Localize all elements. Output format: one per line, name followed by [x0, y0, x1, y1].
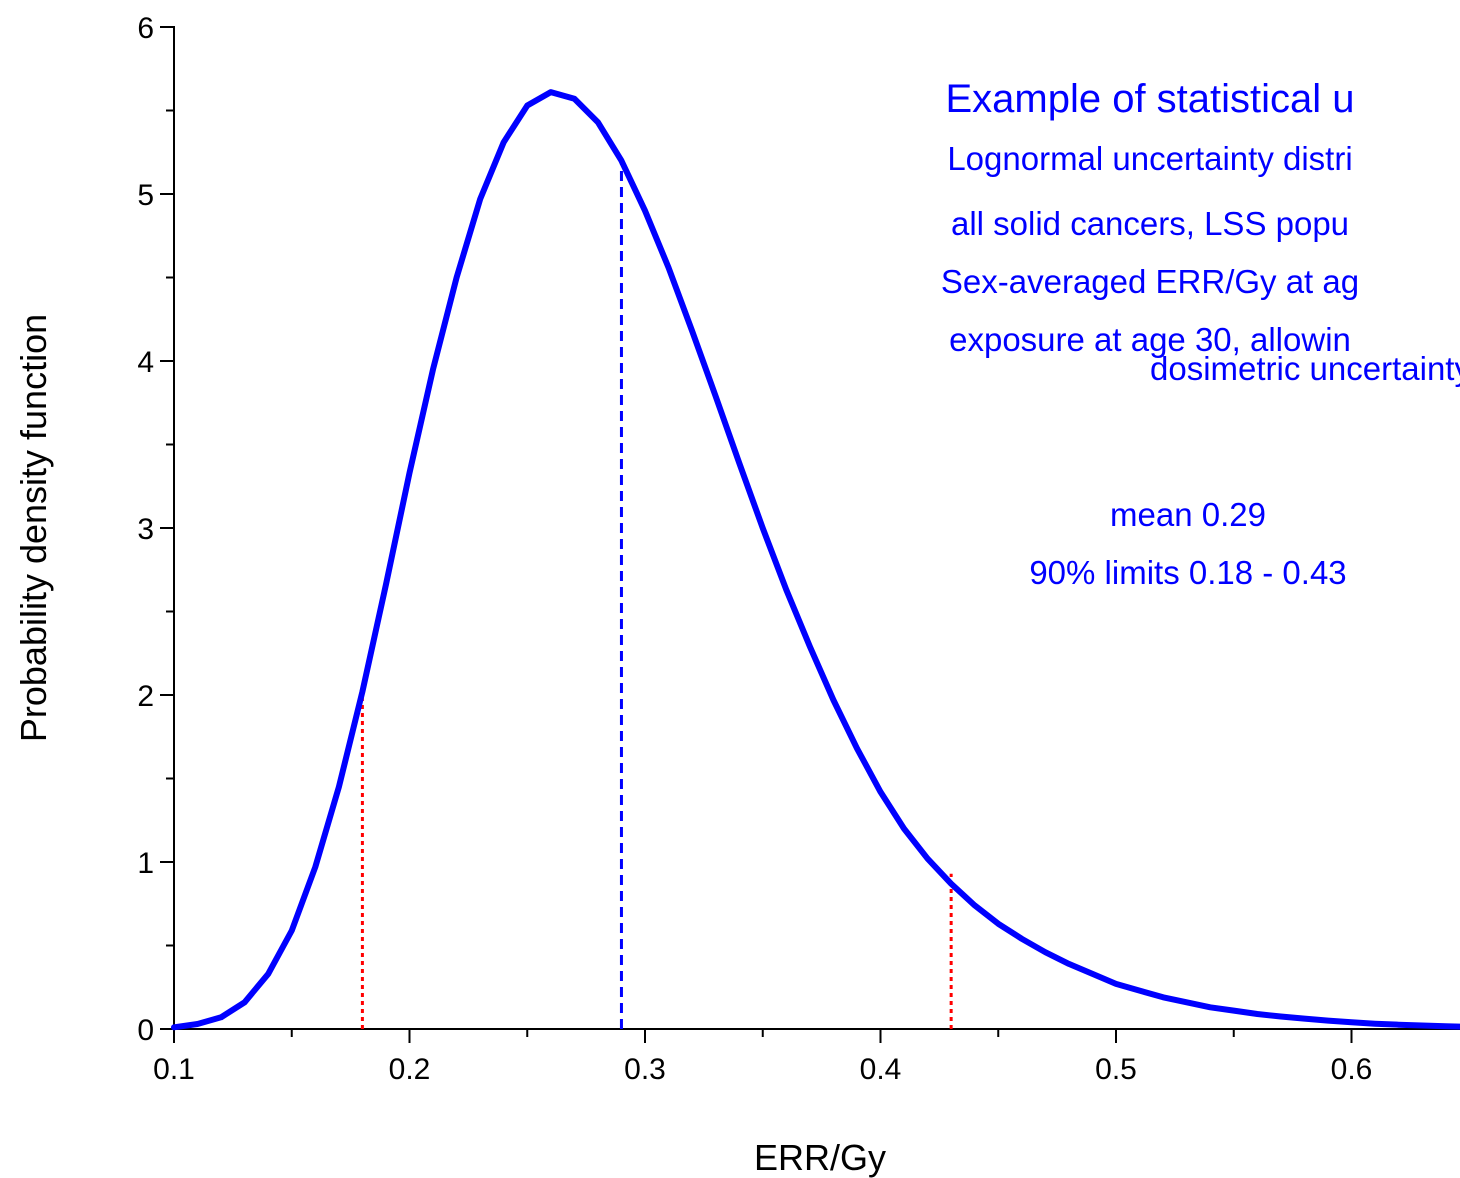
y-tick-label: 0 [137, 1014, 154, 1047]
x-tick-label: 0.4 [860, 1053, 902, 1086]
x-tick-label: 0.2 [389, 1053, 431, 1086]
y-tick-label: 6 [137, 12, 154, 45]
annotation-line: dosimetric uncertainty. [1150, 350, 1460, 387]
y-tick-label: 5 [137, 179, 154, 212]
y-axis-title: Probability density function [13, 314, 54, 742]
y-tick-label: 2 [137, 680, 154, 713]
plot-area: 0.1 0.2 0.3 0.4 0.5 0.6 0 1 2 3 4 5 6 [137, 12, 1460, 1086]
density-curve [171, 89, 1460, 1031]
y-tick-label: 3 [137, 513, 154, 546]
annotation-line: all solid cancers, LSS popu [951, 205, 1349, 242]
annotation-stat-mean: mean 0.29 [1110, 496, 1266, 533]
x-tick-label: 0.6 [1331, 1053, 1373, 1086]
annotation-stat-limits: 90% limits 0.18 - 0.43 [1029, 554, 1346, 591]
annotation-line: exposure at age 30, allowin [949, 321, 1351, 358]
y-tick-label: 4 [137, 346, 154, 379]
x-tick-label: 0.3 [624, 1053, 666, 1086]
annotation-block: Example of statistical u Lognormal uncer… [941, 77, 1460, 591]
y-tick-label: 1 [137, 847, 154, 880]
annotation-line: Sex-averaged ERR/Gy at ag [941, 263, 1359, 300]
x-tick-label: 0.5 [1095, 1053, 1137, 1086]
annotation-title: Example of statistical u [945, 77, 1354, 121]
x-axis-title: ERR/Gy [754, 1137, 886, 1178]
x-tick-label: 0.1 [153, 1053, 195, 1086]
annotation-line: Lognormal uncertainty distri [947, 140, 1352, 177]
